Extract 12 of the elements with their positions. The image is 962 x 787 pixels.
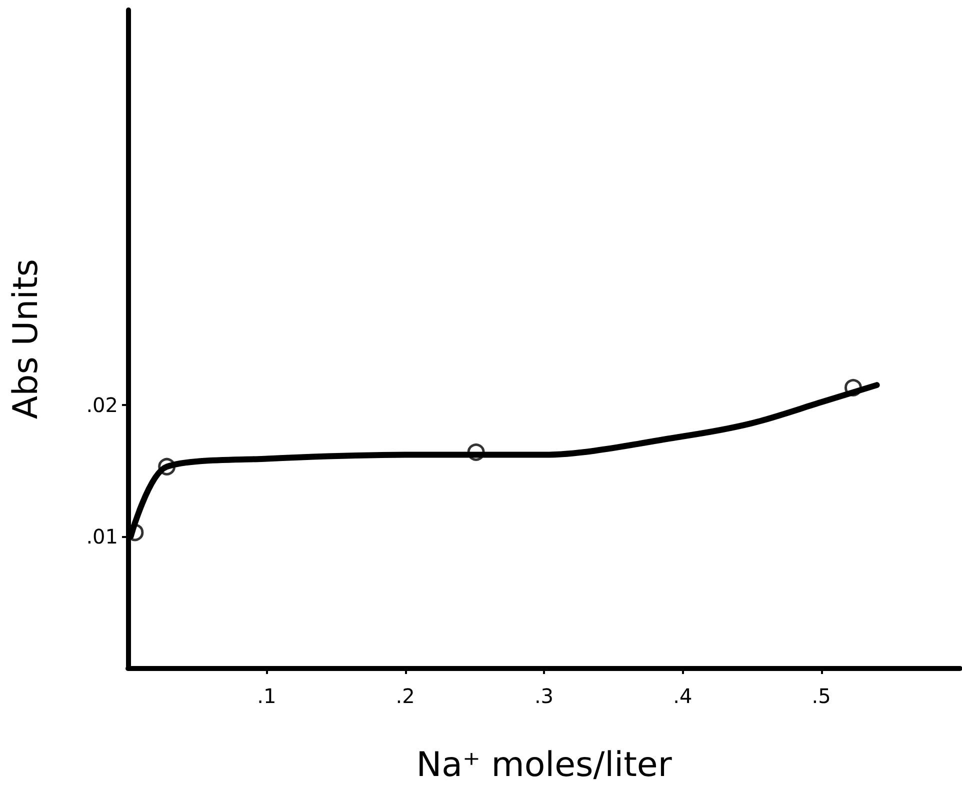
point [467,443,485,461]
point [844,378,862,396]
x-tick-label: .1 [257,684,276,708]
x-tick-label: .4 [673,684,692,708]
y-tick-label: .01 [86,524,118,548]
x-tick-label: .3 [534,684,554,708]
x-tick-label: .5 [812,684,831,708]
point [158,458,176,476]
x-axis-title: Na⁺ moles/liter [416,745,672,785]
x-tick-label: .2 [396,684,415,708]
y-tick-label: .02 [86,392,118,417]
y-axis-title: Abs Units [6,258,46,420]
